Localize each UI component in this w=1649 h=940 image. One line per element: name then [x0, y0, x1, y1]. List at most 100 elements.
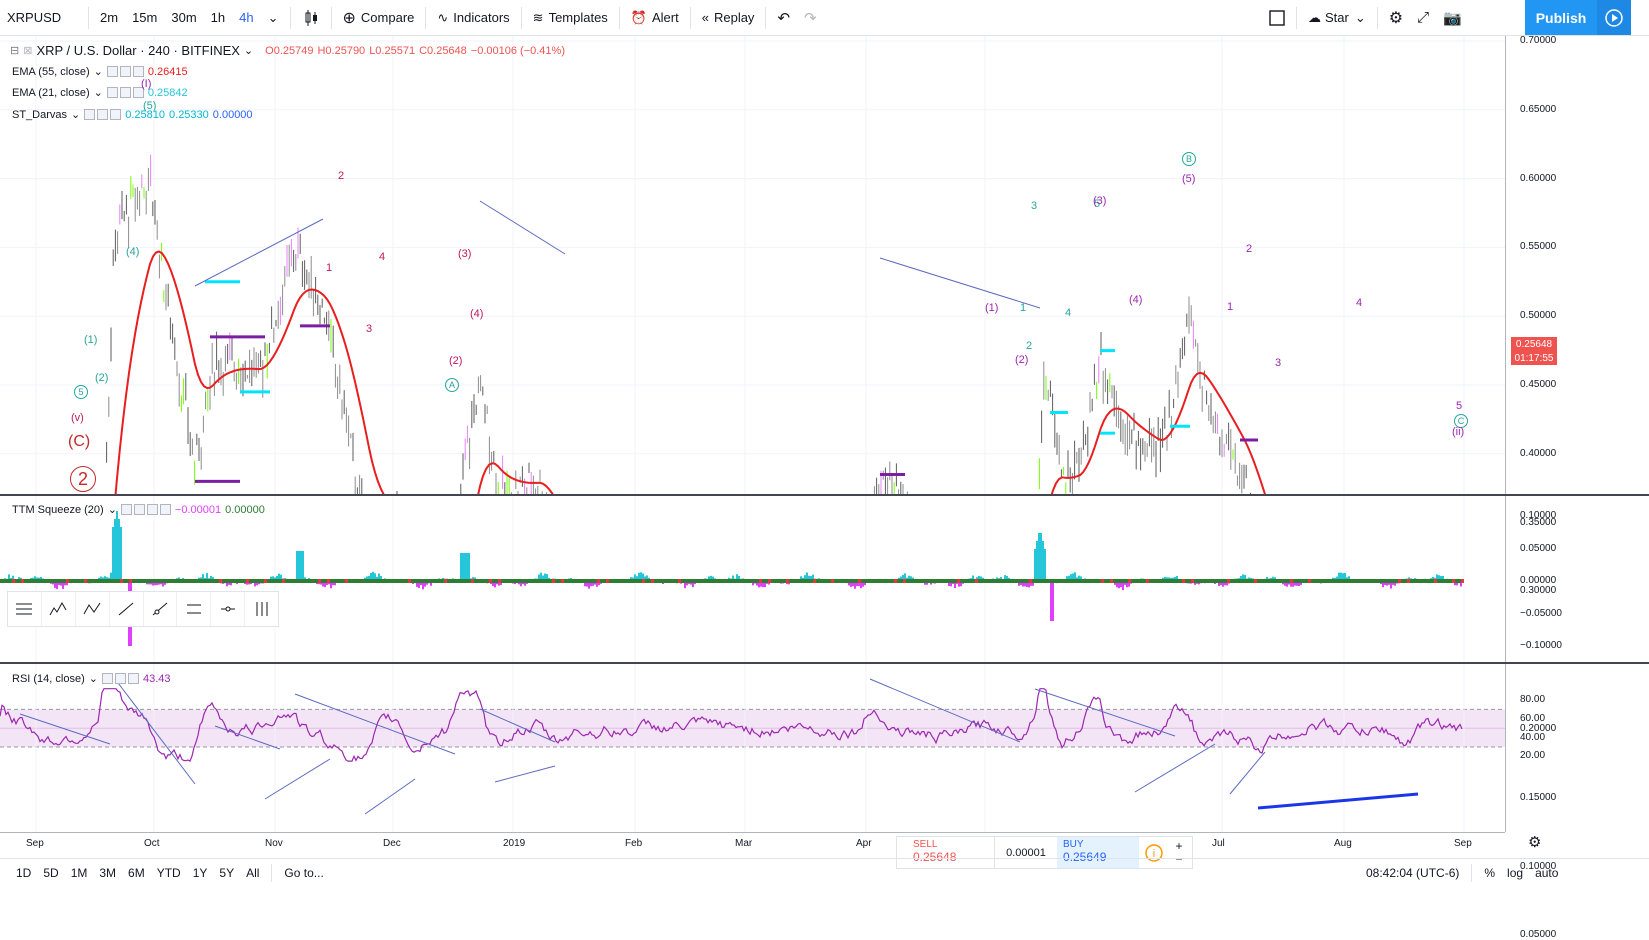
chevron-down-icon[interactable]: ⌄	[88, 673, 98, 685]
wave-label[interactable]: (5)	[143, 100, 157, 112]
wave-label[interactable]: (ii)	[1452, 426, 1465, 438]
range-6m[interactable]: 6M	[128, 865, 145, 880]
redo-icon[interactable]: ↷	[804, 9, 817, 27]
watchlist-button[interactable]: ☁ Star ⌄	[1301, 0, 1373, 35]
eye-icon[interactable]	[101, 673, 113, 684]
ray-icon[interactable]	[144, 592, 178, 626]
percent-toggle[interactable]: %	[1484, 865, 1496, 880]
play-icon[interactable]	[1597, 0, 1631, 35]
wave-label[interactable]: 1	[326, 262, 333, 274]
publish-button[interactable]: Publish	[1525, 0, 1597, 35]
clock[interactable]: 08:42:04 (UTC-6)	[1366, 865, 1460, 880]
wave-label[interactable]: 4	[1065, 307, 1072, 319]
camera-icon[interactable]: 📷	[1443, 9, 1462, 27]
wave-label[interactable]: 2	[70, 466, 96, 492]
gear-icon[interactable]	[119, 87, 131, 98]
rsi-axis[interactable]	[1505, 664, 1649, 832]
range-3m[interactable]: 3M	[99, 865, 117, 880]
layout-square-icon[interactable]	[1262, 0, 1292, 35]
wave-label[interactable]: 3	[1275, 357, 1282, 369]
ttm-pane[interactable]	[0, 496, 1505, 662]
close-icon[interactable]	[159, 504, 171, 515]
range-1m[interactable]: 1M	[70, 865, 88, 880]
wave-label[interactable]: 1	[1020, 302, 1027, 314]
interval-1h[interactable]: 1h	[210, 10, 226, 25]
interval-15m[interactable]: 15m	[132, 10, 158, 25]
vertical-lines-icon[interactable]	[245, 592, 278, 626]
rsi-pane[interactable]	[0, 664, 1505, 832]
wave-label[interactable]: (2)	[95, 372, 109, 384]
pane-divider[interactable]	[0, 494, 1649, 496]
collapse-icon[interactable]: ⊟	[10, 45, 20, 57]
chevron-down-icon[interactable]: ⌄	[243, 45, 254, 57]
symbol-search[interactable]: XRPUSD	[0, 0, 84, 35]
wave-label[interactable]: (4)	[1129, 294, 1143, 306]
trend-line-icon[interactable]	[110, 592, 144, 626]
buy-button[interactable]: BUY 0.25649	[1057, 837, 1139, 868]
gear-icon[interactable]	[114, 673, 126, 684]
wave-label[interactable]: B	[1182, 152, 1196, 166]
chevron-down-icon[interactable]: ⌄	[107, 504, 117, 516]
wave-label[interactable]: (2)	[1015, 354, 1029, 366]
wave-label[interactable]: (3)	[1093, 195, 1107, 207]
time-axis[interactable]	[0, 832, 1505, 857]
range-1y[interactable]: 1Y	[192, 865, 208, 880]
log-toggle[interactable]: log	[1507, 865, 1524, 880]
elliott-correction-icon[interactable]	[76, 592, 110, 626]
gear-icon[interactable]	[97, 109, 109, 120]
horizontal-ray-icon[interactable]	[211, 592, 246, 626]
templates-button[interactable]: ≋ Templates	[526, 0, 615, 35]
eye-icon[interactable]	[106, 87, 118, 98]
elliott-impulse-icon[interactable]	[42, 592, 76, 626]
wave-label[interactable]: 5	[1456, 400, 1463, 412]
wave-label[interactable]: (4)	[126, 246, 140, 258]
close-icon[interactable]	[132, 87, 144, 98]
interval-30m[interactable]: 30m	[171, 10, 197, 25]
plus-icon[interactable]: +	[1175, 838, 1183, 853]
sell-button[interactable]: SELL 0.25648	[897, 837, 995, 868]
close-icon[interactable]	[127, 673, 139, 684]
wave-label[interactable]: (C)	[68, 433, 91, 450]
auto-toggle[interactable]: auto	[1535, 865, 1559, 880]
wave-label[interactable]: 1	[1227, 301, 1234, 313]
wave-label[interactable]: 2	[338, 170, 345, 182]
range-5d[interactable]: 5D	[43, 865, 59, 880]
replay-button[interactable]: « Replay	[695, 0, 762, 35]
info-icon[interactable]: i	[1139, 837, 1169, 868]
wave-label[interactable]: 3	[1031, 200, 1038, 212]
gear-icon[interactable]	[133, 504, 145, 515]
ema21-label[interactable]: EMA (21, close)	[12, 86, 90, 99]
wave-label[interactable]: A	[445, 378, 459, 392]
close-icon[interactable]	[110, 109, 122, 120]
range-1d[interactable]: 1D	[16, 865, 32, 880]
close-icon[interactable]	[132, 66, 144, 77]
eye-icon[interactable]	[106, 66, 118, 77]
settings-icon[interactable]	[146, 504, 158, 515]
series-title[interactable]: XRP / U.S. Dollar · 240 · BITFINEX	[36, 43, 240, 58]
price-chart[interactable]	[0, 36, 1505, 936]
gear-icon[interactable]: ⚙	[1388, 9, 1404, 27]
candles-icon[interactable]	[295, 0, 327, 35]
interval-dropdown-icon[interactable]: ⌄	[267, 9, 279, 25]
wave-label[interactable]: (5)	[1182, 173, 1196, 185]
compare-button[interactable]: ⊕ Compare	[336, 0, 422, 35]
ema55-label[interactable]: EMA (55, close)	[12, 65, 90, 78]
wave-label[interactable]: 2	[1026, 340, 1033, 352]
wave-label[interactable]: 3	[366, 323, 373, 335]
chevron-down-icon[interactable]: ⌄	[71, 109, 81, 121]
interval-4h[interactable]: 4h	[239, 10, 254, 25]
horizontal-lines-icon[interactable]	[8, 592, 42, 626]
pane-divider[interactable]	[0, 662, 1649, 664]
gear-icon[interactable]: ⚙	[1528, 834, 1542, 851]
interval-2m[interactable]: 2m	[100, 10, 119, 25]
wave-label[interactable]: (1)	[985, 302, 999, 314]
rsi-chart[interactable]	[0, 664, 1505, 832]
ttm-label[interactable]: TTM Squeeze (20)	[12, 503, 104, 516]
ttm-axis[interactable]	[1505, 496, 1649, 662]
goto-button[interactable]: Go to...	[284, 865, 324, 880]
alert-button[interactable]: ⏰ Alert	[624, 0, 686, 35]
wave-label[interactable]: 2	[1246, 243, 1253, 255]
fullscreen-icon[interactable]: ⤢	[1417, 9, 1430, 26]
range-all[interactable]: All	[246, 865, 260, 880]
chevron-down-icon[interactable]: ⌄	[93, 66, 103, 78]
